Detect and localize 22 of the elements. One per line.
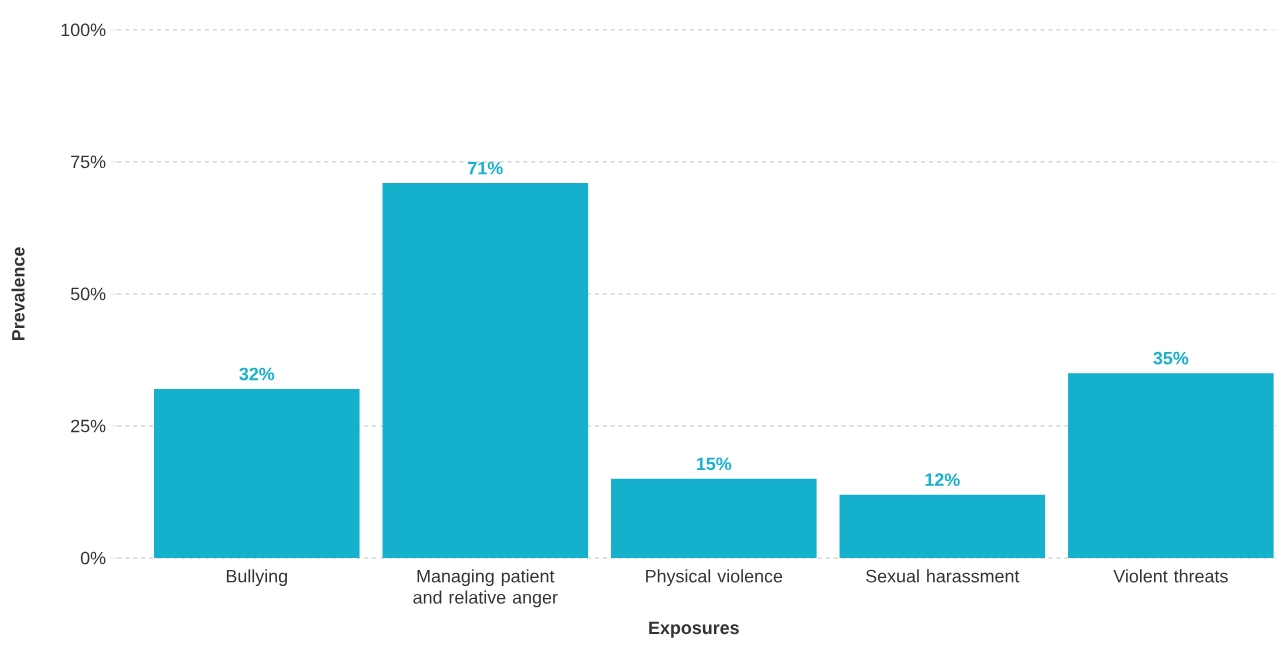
data-label: 15% [697,457,732,471]
y-tick-label: 25% [71,419,106,433]
bar [153,389,360,559]
y-tick-label: 75% [71,155,106,169]
x-axis-title: Exposures [649,621,739,638]
data-label: 32% [239,367,275,381]
x-tick-label: Physical violence [646,569,783,587]
y-tick-label: 100% [61,23,106,37]
bar [382,183,589,559]
data-label: 12% [925,473,960,487]
y-tick-label: 50% [70,287,106,301]
data-label: 71% [468,162,503,175]
y-axis-title: Prevalence [11,247,25,341]
bar [611,479,817,559]
x-tick-label: Bullying [226,569,287,587]
y-tick-label: 0% [80,551,106,565]
bar [1068,373,1274,559]
x-tick-label: Sexual harassment [866,569,1020,583]
x-tick-label: Managing patient and relative anger [413,569,558,608]
bar [839,494,1046,559]
data-label: 35% [1153,352,1189,365]
x-tick-label: Violent threats [1113,569,1228,583]
